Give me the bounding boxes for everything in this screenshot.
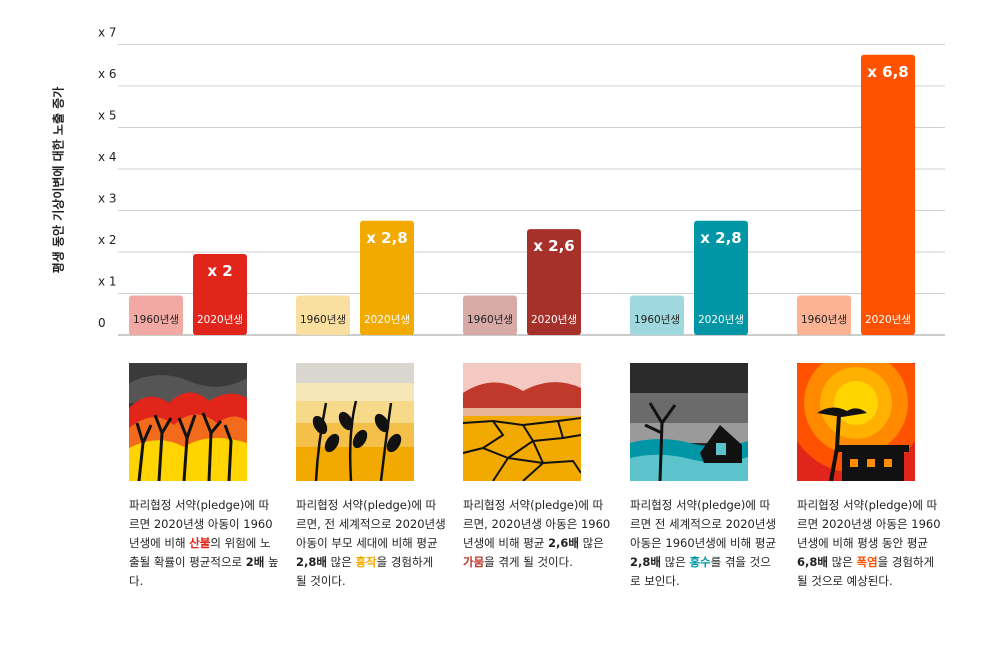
bar-category-label: 2020년생	[865, 314, 911, 326]
caption-number: 2,8배	[296, 555, 327, 569]
y-tick-label: x 6	[98, 67, 117, 81]
caption-number: 2배	[245, 555, 265, 569]
caption-hazard: 가뭄	[463, 555, 485, 569]
y-tick-label: 0	[98, 316, 106, 330]
caption-wildfire: 파리협정 서약(pledge)에 따르면 2020년생 아동이 1960년생에 …	[129, 496, 279, 591]
bar	[630, 295, 684, 335]
y-tick-label: x 2	[98, 233, 117, 247]
bar-category-label: 1960년생	[801, 314, 847, 326]
caption-text: 의 위험에 노출될 확률이 평균적으로	[129, 536, 271, 569]
caption-text: 을 경험하게 될 것으로 예상된다.	[797, 555, 935, 588]
caption-heatwave: 파리협정 서약(pledge)에 따르면 2020년생 아동은 1960년생에 …	[797, 496, 947, 591]
y-tick-label: x 7	[98, 26, 117, 40]
caption-number: 2,6배	[548, 536, 579, 550]
caption-flood: 파리협정 서약(pledge)에 따르면 전 세계적으로 2020년생 아동은 …	[630, 496, 780, 591]
caption-crop-failure: 파리협정 서약(pledge)에 따르면, 전 세계적으로 2020년생 아동이…	[296, 496, 446, 591]
y-tick-label: x 1	[98, 275, 117, 289]
drought-icon	[463, 363, 581, 481]
bar-chart: 0 x 1 x 2 x 3 x 4 x 5 x 6 x 7 1960년생 2020년생 x 2 196…	[98, 26, 945, 336]
caption-text: 많은	[660, 555, 690, 569]
caption-hazard: 흉작	[355, 555, 377, 569]
caption-drought: 파리협정 서약(pledge)에 따르면, 2020년생 아동은 1960년생에…	[463, 496, 613, 572]
bar	[360, 220, 414, 335]
caption-hazard: 홍수	[689, 555, 711, 569]
caption-text: 많은	[326, 555, 356, 569]
caption-text: 파리협정 서약(pledge)에 따르면 2020년생 아동이 1960년생에 …	[129, 498, 273, 550]
caption-text: 높다.	[129, 555, 279, 588]
bar-category-label: 1960년생	[634, 314, 680, 326]
bar-category-label: 2020년생	[364, 314, 410, 326]
bar	[694, 220, 748, 335]
caption-text: 많은	[578, 536, 604, 550]
caption-text: 을 경험하게 될 것이다.	[296, 555, 434, 588]
caption-text: 파리협정 서약(pledge)에 따르면 전 세계적으로 2020년생 아동은 …	[630, 498, 777, 550]
y-tick-label: x 5	[98, 109, 117, 123]
bar	[527, 229, 581, 335]
y-tick-label: x 3	[98, 192, 117, 206]
bar	[193, 254, 247, 335]
caption-text: 를 겪을 것으로 보인다.	[630, 555, 771, 588]
caption-text: 파리협정 서약(pledge)에 따르면, 전 세계적으로 2020년생 아동이…	[296, 498, 446, 550]
y-tick-label: x 4	[98, 150, 117, 164]
bar	[129, 295, 183, 335]
caption-text: 많은	[827, 555, 857, 569]
bar	[861, 54, 915, 336]
y-axis-label: 평생 동안 기상이변에 대한 노출 증가	[28, 60, 88, 300]
bar-value-label: x 2,8	[366, 229, 407, 247]
wildfire-icon	[129, 363, 247, 481]
bar-category-label: 2020년생	[531, 314, 577, 326]
bar-category-label: 2020년생	[197, 314, 243, 326]
y-axis-label-text: 평생 동안 기상이변에 대한 노출 증가	[51, 86, 66, 274]
caption-hazard: 산불	[189, 536, 211, 550]
caption-number: 2,8배	[630, 555, 661, 569]
heatwave-icon	[797, 363, 915, 481]
caption-text: 파리협정 서약(pledge)에 따르면, 2020년생 아동은 1960년생에…	[463, 498, 611, 550]
bar-value-label: x 2,8	[700, 229, 741, 247]
flood-icon	[630, 363, 748, 481]
caption-hazard: 폭염	[856, 555, 878, 569]
bar-value-label: x 2,6	[533, 237, 574, 255]
bar-value-label: x 2	[207, 262, 232, 280]
bar	[296, 295, 350, 335]
caption-number: 6,8배	[797, 555, 828, 569]
caption-text: 을 겪게 될 것이다.	[484, 555, 573, 569]
bar	[797, 295, 851, 335]
crop-failure-icon	[296, 363, 414, 481]
bar-category-label: 2020년생	[698, 314, 744, 326]
bar-category-label: 1960년생	[467, 314, 513, 326]
bar-value-label: x 6,8	[867, 63, 908, 81]
caption-text: 파리협정 서약(pledge)에 따르면 2020년생 아동은 1960년생에 …	[797, 498, 941, 550]
bar-category-label: 1960년생	[133, 314, 179, 326]
bar-category-label: 1960년생	[300, 314, 346, 326]
bar	[463, 295, 517, 335]
